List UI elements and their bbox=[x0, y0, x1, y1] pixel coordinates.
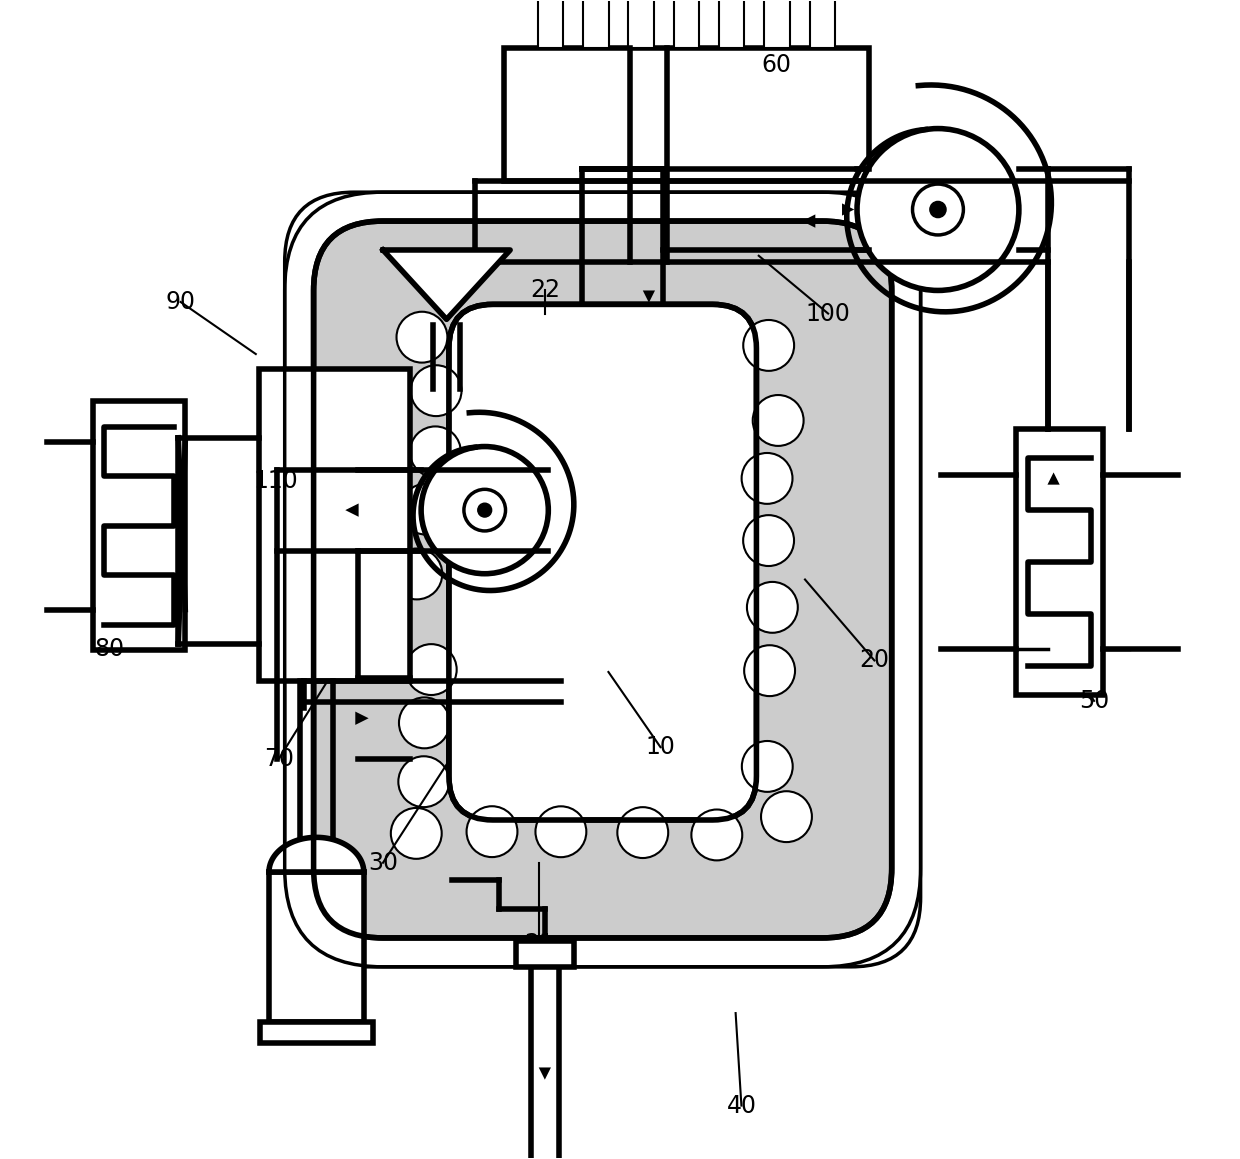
Circle shape bbox=[466, 807, 517, 858]
Circle shape bbox=[477, 503, 491, 517]
Text: 80: 80 bbox=[94, 637, 124, 661]
FancyBboxPatch shape bbox=[285, 192, 920, 967]
Circle shape bbox=[401, 483, 451, 534]
Circle shape bbox=[405, 644, 456, 695]
Circle shape bbox=[391, 808, 441, 859]
FancyBboxPatch shape bbox=[449, 305, 756, 821]
Circle shape bbox=[744, 646, 795, 697]
Text: 30: 30 bbox=[368, 851, 398, 875]
Circle shape bbox=[753, 395, 804, 446]
Text: 21: 21 bbox=[525, 932, 554, 956]
Bar bbox=[538, 0, 563, 48]
Polygon shape bbox=[269, 837, 363, 872]
Bar bbox=[269, 872, 363, 1022]
Circle shape bbox=[392, 548, 443, 599]
Bar bbox=[516, 941, 574, 967]
Text: 22: 22 bbox=[529, 278, 559, 302]
Circle shape bbox=[399, 698, 450, 749]
Circle shape bbox=[464, 489, 506, 531]
Text: 110: 110 bbox=[253, 469, 298, 494]
Circle shape bbox=[742, 453, 792, 504]
Circle shape bbox=[857, 129, 1019, 291]
Bar bbox=[810, 0, 835, 48]
Circle shape bbox=[410, 427, 461, 478]
Bar bbox=[505, 48, 868, 181]
Circle shape bbox=[913, 184, 963, 235]
Bar bbox=[673, 0, 699, 48]
Circle shape bbox=[618, 807, 668, 858]
Bar bbox=[93, 401, 185, 650]
Text: 70: 70 bbox=[264, 746, 294, 771]
Circle shape bbox=[397, 312, 448, 363]
Circle shape bbox=[746, 582, 797, 633]
Circle shape bbox=[743, 515, 794, 566]
Circle shape bbox=[398, 757, 449, 807]
Circle shape bbox=[930, 202, 946, 218]
Text: 10: 10 bbox=[646, 735, 676, 759]
Circle shape bbox=[692, 809, 743, 860]
Text: 60: 60 bbox=[761, 53, 791, 76]
Circle shape bbox=[761, 792, 812, 843]
FancyBboxPatch shape bbox=[314, 221, 892, 938]
Text: 40: 40 bbox=[727, 1094, 756, 1117]
Text: 100: 100 bbox=[806, 301, 851, 326]
Text: 90: 90 bbox=[166, 290, 196, 314]
Text: 20: 20 bbox=[859, 648, 889, 672]
Circle shape bbox=[422, 446, 548, 574]
Bar bbox=[719, 0, 744, 48]
Bar bbox=[1016, 429, 1102, 695]
Bar bbox=[629, 0, 653, 48]
Circle shape bbox=[410, 365, 461, 416]
Bar bbox=[259, 1022, 373, 1043]
Circle shape bbox=[742, 741, 792, 792]
Circle shape bbox=[743, 320, 794, 371]
Bar bbox=[259, 369, 409, 681]
Bar bbox=[583, 0, 609, 48]
Bar bbox=[764, 0, 790, 48]
Text: 50: 50 bbox=[1079, 688, 1109, 713]
Polygon shape bbox=[383, 250, 510, 320]
Circle shape bbox=[536, 807, 587, 858]
